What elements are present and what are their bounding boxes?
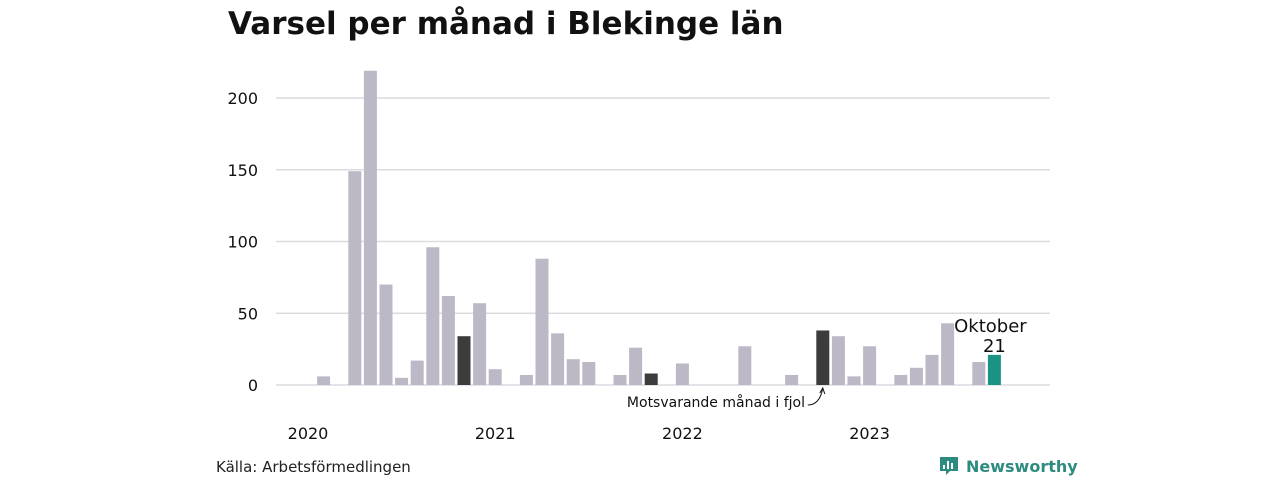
bar — [894, 374, 908, 385]
bar — [863, 346, 877, 385]
bar — [785, 374, 799, 385]
source-note: Källa: Arbetsförmedlingen — [216, 458, 411, 476]
newsworthy-logo-icon — [940, 457, 958, 475]
y-tick-label: 0 — [248, 376, 258, 395]
current-month-label: Oktober — [954, 316, 1027, 337]
bar — [473, 303, 487, 385]
x-tick-label: 2023 — [849, 424, 890, 443]
current-value-label: 21 — [983, 336, 1006, 357]
x-tick-label: 2022 — [662, 424, 703, 443]
bar — [426, 247, 440, 385]
bar — [925, 354, 939, 385]
brand-name: Newsworthy — [966, 456, 1078, 476]
bar — [551, 333, 565, 385]
y-tick-label: 100 — [227, 233, 258, 252]
bar — [317, 376, 331, 385]
bars — [317, 70, 1001, 386]
bar — [972, 362, 986, 385]
bar — [987, 354, 1001, 385]
bar — [410, 360, 424, 385]
bar — [941, 323, 955, 385]
x-tick-label: 2021 — [475, 424, 516, 443]
bar — [831, 336, 845, 385]
last-year-annotation: Motsvarande månad i fjol — [627, 394, 805, 411]
bar — [379, 284, 393, 385]
bar — [457, 336, 471, 385]
bar — [348, 171, 362, 385]
bar — [644, 373, 658, 385]
bar — [566, 359, 580, 385]
bar — [363, 70, 377, 386]
bar — [441, 296, 455, 385]
y-axis: 0 50 100 150 200 — [227, 89, 258, 395]
bar — [488, 369, 502, 385]
brand: Newsworthy — [938, 455, 1078, 477]
y-tick-label: 200 — [227, 89, 258, 108]
bar — [613, 374, 627, 385]
chart-title: Varsel per månad i Blekinge län — [228, 6, 784, 42]
y-tick-label: 150 — [227, 161, 258, 180]
bar — [675, 363, 689, 385]
bar — [629, 347, 643, 385]
bar — [738, 346, 752, 385]
bar — [519, 374, 533, 385]
annotations: Oktober 21 Motsvarande månad i fjol — [627, 316, 1027, 411]
bar — [909, 367, 923, 385]
bar — [816, 330, 830, 385]
bar — [847, 376, 861, 385]
y-tick-label: 50 — [238, 304, 258, 323]
last-year-arrow — [807, 386, 826, 406]
bar — [535, 258, 549, 385]
x-axis: 2020 2021 2022 2023 — [288, 424, 890, 443]
x-tick-label: 2020 — [288, 424, 329, 443]
bar — [395, 377, 409, 385]
bar — [582, 362, 596, 385]
